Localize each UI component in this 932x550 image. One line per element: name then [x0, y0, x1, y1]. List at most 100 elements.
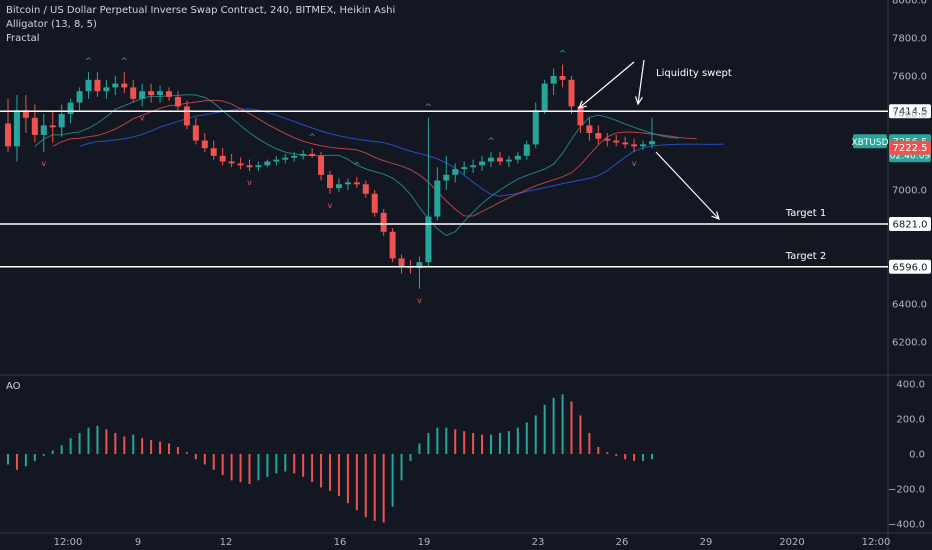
arrow-swept-left [578, 61, 635, 109]
level-price-tag-bg [889, 104, 931, 119]
fractal-down-marker: v [328, 201, 333, 210]
candle-body [94, 79, 101, 92]
legend-alligator[interactable]: Alligator (13, 8, 5) [6, 19, 97, 30]
fractal-up-marker: ^ [353, 162, 361, 172]
secondary-price-tag-bg [889, 140, 931, 155]
candle-body [631, 144, 638, 147]
ao-pane-label[interactable]: AO [6, 381, 21, 392]
candle-body [550, 76, 557, 84]
secondary-price-tag: 7222.5 [893, 143, 928, 154]
candle-body [58, 114, 65, 128]
fractal-down-marker: v [247, 178, 252, 187]
ao-tick-label: 400.0 [896, 379, 925, 390]
arrow-swept-down [637, 59, 645, 105]
candle-body [130, 87, 137, 99]
arrow-target-down [655, 151, 720, 220]
candle-body [443, 174, 450, 181]
candle-body [604, 138, 611, 141]
time-tick-label: 12:00 [862, 537, 891, 548]
candle-body [291, 155, 298, 158]
candle-body [49, 125, 56, 128]
candle-body [103, 87, 110, 92]
candle-body [264, 161, 271, 166]
fractal-markers: v ^ ^ v v ^ v ^ v ^ ^ ^ v [41, 50, 636, 305]
candle-body [139, 91, 146, 99]
axes: 8000.0 7800.0 7600.0 7400.0 7000.0 6400.0 6200… [54, 0, 927, 548]
ao-histogram [7, 394, 653, 523]
alligator-teeth [52, 99, 697, 217]
candle-body [85, 79, 92, 92]
candle-body [514, 155, 521, 160]
candle-body [380, 212, 387, 232]
price-tick-label: 6200.0 [892, 338, 927, 349]
price-tick-label: 7600.0 [892, 72, 927, 83]
candle-body [496, 157, 503, 162]
arrow-swept-left-head [577, 100, 587, 109]
candle-body [541, 83, 548, 111]
time-tick-label: 9 [135, 537, 141, 548]
candle-body [219, 155, 226, 162]
arrow-target-down-head [711, 211, 720, 221]
level-price-tag-bg [889, 259, 931, 274]
candle-body [425, 216, 432, 263]
level-price-tag: 6596.0 [893, 262, 928, 273]
bar-countdown-tag: 02:40:09 [890, 151, 931, 161]
candles [5, 64, 655, 289]
price-tick-label: 7000.0 [892, 186, 927, 197]
price-tick-label: 7400.0 [892, 110, 927, 121]
candle-body [577, 106, 584, 126]
candle-body [479, 161, 486, 166]
candle-body [488, 157, 494, 162]
level-text-label: Target 1 [785, 208, 826, 219]
candle-body [255, 165, 262, 168]
ao-tick-label: 0.0 [909, 450, 925, 461]
candle-body [532, 110, 539, 145]
ao-tick-label: 200.0 [896, 414, 925, 425]
candle-body [595, 133, 602, 139]
candle-body [398, 258, 405, 266]
candle-body [40, 125, 47, 135]
alligator-jaw [79, 108, 724, 197]
arrow-swept-down-head [634, 96, 643, 106]
legend-title: Bitcoin / US Dollar Perpetual Inverse Sw… [6, 5, 396, 16]
fractal-up-marker: ^ [425, 103, 433, 113]
level-text-label: Target 2 [785, 251, 826, 262]
level-price-tag-bg [889, 217, 931, 232]
candle-body [416, 262, 423, 268]
fractal-down-marker: v [632, 159, 637, 168]
candle-body [523, 144, 530, 156]
candle-body [148, 91, 155, 95]
time-tick-label: 23 [532, 537, 545, 548]
level-price-tag: 7414.5 [893, 107, 928, 118]
fractal-up-marker: ^ [85, 57, 93, 67]
candle-body [237, 163, 244, 166]
annotation-liquidity-swept: Liquidity swept [656, 68, 732, 79]
time-tick-label: 2020 [779, 537, 804, 548]
candle-body [13, 110, 20, 147]
candle-body [246, 165, 253, 168]
price-tick-label: 8000.0 [892, 0, 927, 7]
candle-body [157, 91, 164, 95]
candle-body [434, 180, 441, 217]
legend-fractal[interactable]: Fractal [6, 33, 40, 44]
candle-body [273, 159, 280, 162]
fractal-down-marker: v [417, 296, 422, 305]
price-tick-label: 6400.0 [892, 300, 927, 311]
ao-tick-label: −400.0 [888, 520, 925, 531]
chart-legend: Bitcoin / US Dollar Perpetual Inverse Sw… [6, 4, 395, 46]
candle-body [622, 142, 629, 145]
candle-body [228, 161, 235, 164]
fractal-up-marker: ^ [121, 57, 129, 67]
candle-body [568, 79, 575, 107]
candle-body [76, 91, 83, 103]
time-tick-label: 29 [700, 537, 713, 548]
level-price-tag: 6821.0 [893, 220, 928, 231]
fractal-up-marker: ^ [487, 137, 495, 147]
candle-body [353, 182, 360, 185]
candle-body [327, 174, 333, 189]
fractal-down-marker: v [41, 159, 46, 168]
candle-body [613, 140, 620, 143]
symbol-tag: XBTUSD [851, 138, 888, 148]
time-tick-label: 16 [334, 537, 347, 548]
